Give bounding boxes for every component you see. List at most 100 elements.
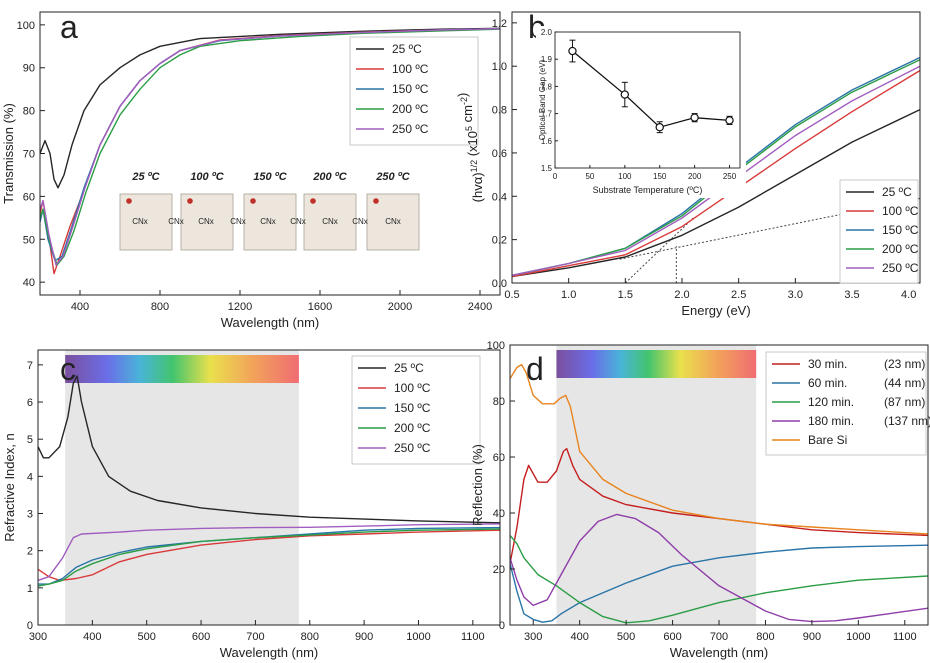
y-label-part: (x10	[465, 131, 480, 160]
photo-caption: 25 ºC	[131, 171, 160, 183]
sample-dot	[250, 198, 256, 204]
series-line-5	[40, 28, 500, 266]
spectrum-bar	[556, 350, 757, 378]
y-tick-label: 4	[27, 471, 33, 483]
inset-y-tick-label: 1.8	[541, 82, 553, 91]
x-tick-label: 4.0	[901, 289, 916, 301]
y-tick-label: 0.6	[492, 148, 507, 160]
legend: 25 ºC 100 ºC 150 ºC 200 ºC 250 ºC	[351, 355, 481, 465]
legend-label: 120 min.	[808, 395, 854, 409]
legend-detail: (44 nm)	[884, 376, 925, 390]
y-tick-label: 40	[23, 277, 35, 289]
x-tick-label: 1200	[228, 301, 252, 313]
inset-point	[655, 122, 664, 132]
x-tick-label: 400	[71, 301, 89, 313]
panel-label: d	[526, 351, 544, 387]
x-axis-label: Wavelength (nm)	[670, 645, 769, 660]
y-axis-label: (hvα)1/2 (x105 cm-2)	[455, 93, 485, 203]
legend-label: 100 ºC	[392, 62, 429, 76]
legend-detail: (87 nm)	[884, 395, 925, 409]
panel-a: 400 800 1200 1600 2000 2400 40 50 60 70 80 90 100 Wav…	[1, 9, 501, 330]
panel-d: 300 400 500 600 700 800 900 1000 1100 0 20 40 60 80 10…	[470, 340, 930, 660]
series-line-3	[38, 526, 500, 585]
x-tick-label: 700	[710, 631, 728, 643]
inset-y-tick-label: 1.7	[541, 110, 553, 119]
y-tick-label: 0	[27, 620, 33, 632]
sample-dot	[187, 198, 193, 204]
photo-caption: 200 ºC	[312, 171, 347, 183]
y-tick-label: 60	[23, 191, 35, 203]
y-axis-label: Reflection (%)	[470, 444, 485, 526]
legend-label: 30 min.	[808, 357, 847, 371]
y-label-superscript: -2	[459, 97, 469, 105]
x-tick-label: 1100	[461, 631, 485, 643]
legend-label: 250 ºC	[394, 441, 431, 455]
series-line-5	[510, 363, 928, 535]
visible-band	[556, 345, 757, 625]
y-tick-label: 5	[27, 434, 33, 446]
legend-label: 150 ºC	[394, 401, 431, 415]
legend-label: 200 ºC	[882, 242, 919, 256]
x-tick-label: 600	[663, 631, 681, 643]
series-group	[40, 27, 500, 275]
x-tick-label: 500	[138, 631, 156, 643]
y-label-part: cm	[460, 105, 475, 126]
series-line-1	[38, 375, 500, 524]
x-tick-label: 700	[246, 631, 264, 643]
sample-photos: 25 ºC 100 ºC 150 ºC 200 ºC 250 ºC CNx CNx CNx CN…	[119, 171, 420, 251]
legend-box	[839, 179, 919, 284]
series-group	[510, 363, 928, 624]
y-tick-label: 0.8	[492, 105, 507, 117]
x-tick-label: 1100	[893, 631, 917, 643]
legend-label: 100 ºC	[394, 381, 431, 395]
sample-label: CNx	[322, 217, 338, 226]
legend-detail: (137 nm)	[884, 414, 930, 428]
inset-chart: 0 50 100 150 200 250 1.5 1.6 1.7 1.8 1.9 2.0 Substra…	[536, 26, 746, 198]
x-tick-label: 400	[83, 631, 101, 643]
x-tick-label: 0.5	[504, 289, 519, 301]
inset-y-label: Optical Band Gap (eV)	[538, 59, 547, 140]
y-tick-label: 100	[487, 340, 505, 352]
x-tick-label: 2000	[388, 301, 412, 313]
legend-label: 60 min.	[808, 376, 847, 390]
series-line-2	[512, 69, 920, 278]
legend-label: 150 ºC	[882, 223, 919, 237]
y-label-part: (hvα)	[470, 172, 485, 202]
inset-point	[620, 90, 630, 99]
y-tick-label: 40	[493, 508, 505, 520]
series-line-1	[40, 27, 500, 189]
x-tick-label: 1000	[406, 631, 430, 643]
y-label-part: )	[455, 93, 470, 97]
y-label-superscript: 1/2	[469, 160, 479, 173]
panel-label: c	[60, 351, 76, 387]
legend-detail: (23 nm)	[884, 357, 925, 371]
legend-label: 200 ºC	[392, 102, 429, 116]
inset-frame	[554, 31, 741, 169]
spectrum-bar	[65, 355, 299, 383]
y-tick-label: 80	[493, 396, 505, 408]
y-axis-label: Refractive Index, n	[2, 433, 17, 541]
legend-box	[765, 351, 927, 456]
y-tick-label: 0	[499, 620, 505, 632]
x-tick-label: 800	[301, 631, 319, 643]
y-label-superscript: 5	[464, 126, 474, 131]
y-tick-label: 3	[27, 509, 33, 521]
x-tick-label: 1.0	[561, 289, 576, 301]
plot-frame	[511, 11, 921, 284]
x-tick-label: 1.5	[618, 289, 633, 301]
x-tick-label: 900	[355, 631, 373, 643]
x-axis-label: Wavelength (nm)	[220, 645, 319, 660]
y-tick-label: 2	[27, 546, 33, 558]
x-tick-label: 400	[570, 631, 588, 643]
legend-label: 250 ºC	[882, 261, 919, 275]
y-tick-label: 20	[493, 564, 505, 576]
sample-dot	[126, 198, 132, 204]
legend-label: 180 min.	[808, 414, 854, 428]
inset-point	[725, 116, 734, 125]
series-group	[38, 375, 500, 587]
x-tick-label: 800	[756, 631, 774, 643]
sample-label: CNx	[260, 217, 276, 226]
y-tick-label: 1.2	[492, 18, 507, 30]
photo-caption: 150 ºC	[253, 171, 287, 183]
